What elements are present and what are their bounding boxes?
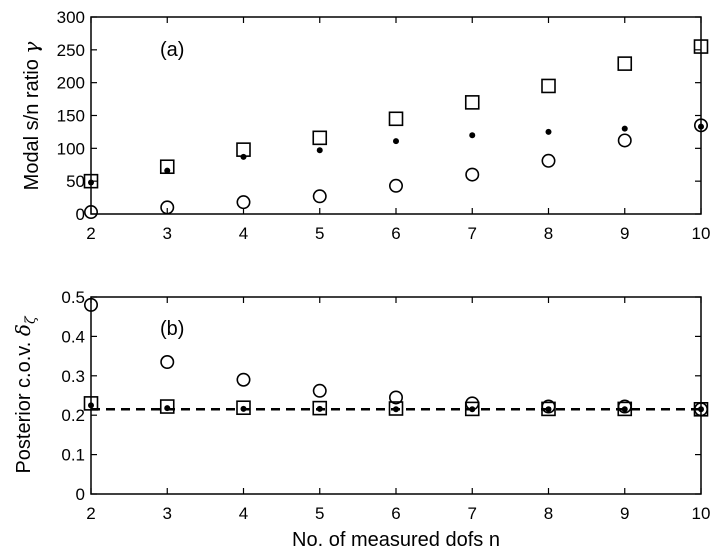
circle-marker bbox=[617, 133, 632, 148]
x-tick-label: 10 bbox=[692, 224, 711, 243]
panel-a-y-ticks: 0 50 100 150 200 250 300 bbox=[57, 8, 701, 224]
x-tick-label: 6 bbox=[391, 504, 400, 523]
panel-b-y-ticks: 0 0.1 0.2 0.3 0.4 0.5 bbox=[61, 288, 701, 504]
dot-marker bbox=[621, 125, 628, 132]
circle-marker bbox=[236, 195, 251, 210]
y-tick-label: 0.5 bbox=[61, 288, 85, 307]
dot-marker bbox=[88, 179, 94, 186]
x-tick-label: 3 bbox=[163, 504, 172, 523]
square-marker bbox=[159, 399, 175, 414]
square-marker bbox=[236, 400, 251, 416]
dot-marker bbox=[164, 405, 171, 412]
circle-marker bbox=[388, 390, 403, 405]
square-marker bbox=[312, 400, 328, 416]
x-tick-label: 8 bbox=[544, 504, 553, 523]
square-marker bbox=[388, 401, 404, 416]
dot-marker bbox=[164, 167, 171, 174]
panel-b-y-axis-label: Posterior c.o.v. δζ bbox=[11, 315, 39, 474]
panel-a: 0 50 100 150 200 250 300 2 3 4 5 6 7 8 9 10 (a) Modal … bbox=[19, 8, 710, 243]
panel-a-x-ticks: 2 3 4 5 6 7 8 9 10 bbox=[86, 17, 710, 243]
x-tick-label: 10 bbox=[692, 504, 711, 523]
square-marker bbox=[617, 56, 633, 71]
circle-marker bbox=[236, 372, 251, 387]
x-tick-label: 5 bbox=[315, 224, 324, 243]
circle-marker bbox=[465, 167, 480, 182]
square-marker bbox=[693, 401, 709, 417]
circle-marker bbox=[388, 178, 403, 193]
y-tick-label: 0 bbox=[76, 205, 85, 224]
y-tick-label: 300 bbox=[57, 8, 85, 27]
x-tick-label: 9 bbox=[620, 224, 629, 243]
square-marker bbox=[312, 130, 328, 146]
y-tick-label: 0 bbox=[76, 485, 85, 504]
square-marker bbox=[541, 78, 556, 94]
circle-marker bbox=[312, 383, 327, 398]
y-tick-label: 0.2 bbox=[61, 406, 85, 425]
x-tick-label: 4 bbox=[239, 504, 248, 523]
dot-marker bbox=[545, 406, 552, 413]
y-tick-label: 150 bbox=[57, 107, 85, 126]
panel-b-marks bbox=[83, 297, 709, 417]
dot-marker bbox=[88, 402, 94, 409]
circle-marker bbox=[541, 153, 556, 168]
dot-marker bbox=[393, 138, 399, 145]
panel-b-label: (b) bbox=[160, 318, 184, 340]
square-marker bbox=[617, 401, 633, 417]
square-marker bbox=[83, 173, 99, 189]
dot-marker bbox=[316, 147, 323, 154]
y-tick-label: 0.4 bbox=[61, 327, 85, 346]
y-tick-label: 50 bbox=[66, 172, 85, 191]
x-tick-label: 9 bbox=[620, 504, 629, 523]
x-tick-label: 2 bbox=[86, 224, 95, 243]
circle-marker bbox=[693, 118, 708, 133]
x-axis-label: No. of measured dofs n bbox=[292, 529, 500, 551]
dot-marker bbox=[545, 128, 552, 135]
square-marker bbox=[464, 401, 480, 417]
circle-marker bbox=[84, 297, 99, 312]
square-marker bbox=[388, 111, 404, 127]
y-tick-label: 100 bbox=[57, 139, 85, 158]
dot-marker bbox=[240, 405, 247, 412]
panel-a-label: (a) bbox=[160, 39, 184, 61]
dot-marker bbox=[393, 406, 399, 413]
x-tick-label: 7 bbox=[468, 224, 477, 243]
y-tick-label: 0.1 bbox=[61, 446, 85, 465]
x-tick-label: 2 bbox=[86, 504, 95, 523]
circle-marker bbox=[84, 205, 99, 220]
x-tick-label: 3 bbox=[163, 224, 172, 243]
y-tick-label: 250 bbox=[57, 41, 85, 60]
dot-marker bbox=[240, 153, 247, 160]
dot-marker bbox=[316, 405, 323, 412]
square-marker bbox=[541, 401, 556, 417]
x-tick-label: 4 bbox=[239, 224, 248, 243]
dot-marker bbox=[469, 132, 476, 139]
x-tick-label: 7 bbox=[468, 504, 477, 523]
circle-marker bbox=[160, 200, 175, 215]
x-tick-label: 6 bbox=[391, 224, 400, 243]
x-tick-label: 8 bbox=[544, 224, 553, 243]
panel-a-y-axis-label: Modal s/n ratio γ bbox=[19, 42, 43, 191]
y-tick-label: 0.3 bbox=[61, 367, 85, 386]
dot-marker bbox=[698, 406, 704, 413]
square-marker bbox=[693, 39, 709, 54]
circle-marker bbox=[312, 189, 327, 204]
panel-a-marks bbox=[83, 39, 709, 220]
dot-marker bbox=[469, 406, 476, 413]
dot-marker bbox=[621, 406, 628, 413]
dot-marker bbox=[698, 123, 704, 130]
panel-b: 0 0.1 0.2 0.3 0.4 0.5 2 3 4 5 6 7 8 9 10 (b) Posterio… bbox=[11, 288, 710, 551]
y-tick-label: 200 bbox=[57, 74, 85, 93]
square-marker bbox=[464, 95, 480, 110]
circle-marker bbox=[160, 355, 175, 370]
square-marker bbox=[83, 396, 99, 411]
x-tick-label: 5 bbox=[315, 504, 324, 523]
panel-b-x-ticks: 2 3 4 5 6 7 8 9 10 bbox=[86, 297, 710, 523]
